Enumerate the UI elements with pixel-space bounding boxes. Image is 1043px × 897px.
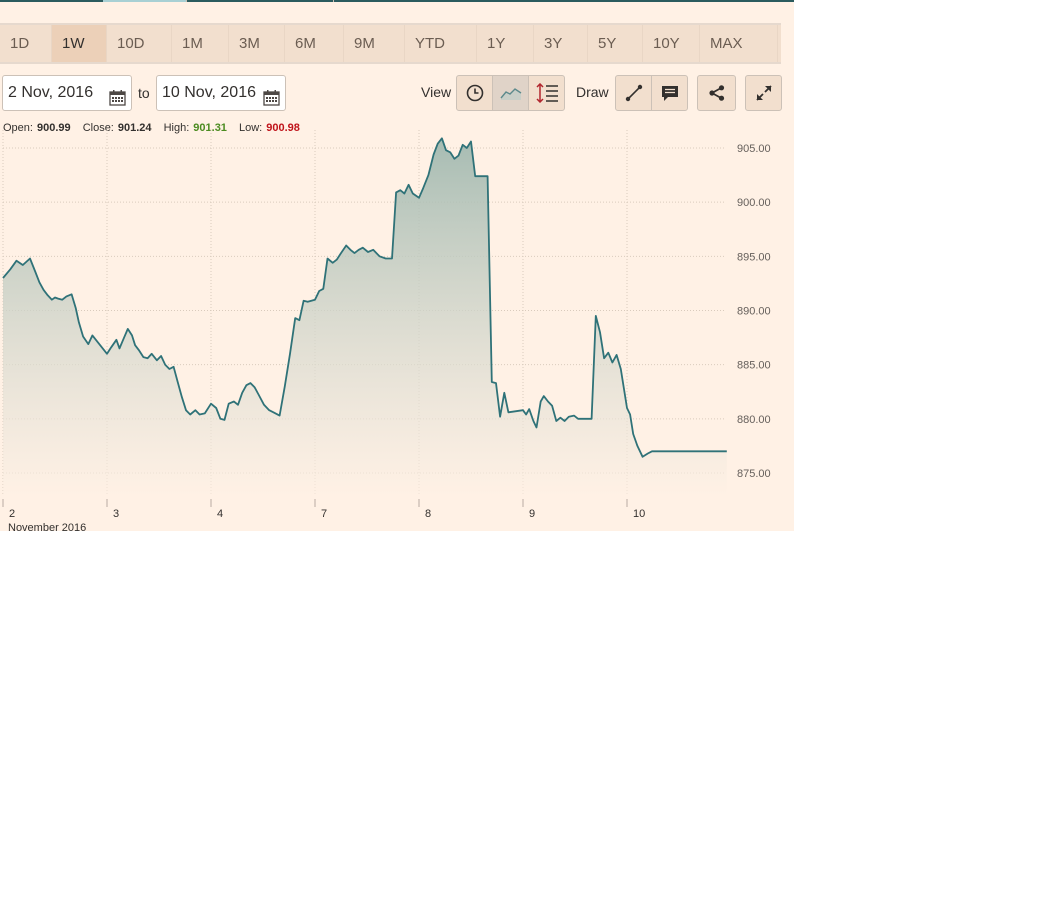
draw-line-icon[interactable] bbox=[616, 76, 652, 110]
draw-label: Draw bbox=[576, 84, 609, 100]
share-icon[interactable] bbox=[698, 76, 735, 110]
range-button-3m[interactable]: 3M bbox=[229, 25, 285, 62]
series-area bbox=[3, 138, 727, 497]
series-line bbox=[2, 137, 727, 458]
annotation-icon[interactable] bbox=[652, 76, 687, 110]
draw-button-group bbox=[615, 75, 688, 111]
date-to-input[interactable]: 10 Nov, 2016 bbox=[156, 75, 286, 111]
y-tick-label: 885.00 bbox=[737, 360, 771, 372]
high-value: 901.31 bbox=[193, 122, 227, 134]
range-button-10d[interactable]: 10D bbox=[107, 25, 172, 62]
y-tick-label: 875.00 bbox=[737, 468, 771, 480]
y-tick-label: 900.00 bbox=[737, 197, 771, 209]
fullscreen-button[interactable] bbox=[745, 75, 782, 111]
calendar-icon[interactable] bbox=[109, 85, 126, 119]
ohlc-readout: Open: 900.99 Close: 901.24 High: 901.31 Low… bbox=[3, 122, 309, 134]
range-button-5y[interactable]: 5Y bbox=[588, 25, 643, 62]
chart-panel: 1D 1W 10D 1M 3M 6M 9M YTD 1Y 3Y 5Y 10Y MAX 2 Nov, 20… bbox=[0, 0, 794, 531]
view-button-group bbox=[456, 75, 565, 111]
range-button-1w[interactable]: 1W bbox=[52, 25, 107, 62]
active-tab-indicator bbox=[103, 0, 186, 2]
top-tab-strip bbox=[0, 0, 794, 2]
close-value: 901.24 bbox=[117, 122, 152, 134]
range-button-9m[interactable]: 9M bbox=[344, 25, 405, 62]
date-from-value: 2 Nov, 2016 bbox=[8, 84, 94, 101]
close-label: Close: bbox=[82, 122, 114, 134]
range-button-max[interactable]: MAX bbox=[700, 25, 778, 62]
high-label: High: bbox=[163, 122, 190, 134]
calendar-icon[interactable] bbox=[263, 85, 280, 119]
x-tick-label: 3 bbox=[113, 508, 119, 520]
comparison-icon[interactable] bbox=[529, 76, 564, 110]
line-chart-icon[interactable] bbox=[493, 76, 529, 110]
expand-icon[interactable] bbox=[746, 76, 781, 110]
clock-icon[interactable] bbox=[457, 76, 493, 110]
x-tick-label: 2 bbox=[9, 508, 15, 520]
share-button[interactable] bbox=[697, 75, 736, 111]
x-tick-label: 8 bbox=[425, 508, 431, 520]
low-label: Low: bbox=[239, 122, 263, 134]
x-tick-label: 10 bbox=[633, 508, 645, 520]
y-tick-label: 895.00 bbox=[737, 251, 771, 263]
date-to-value: 10 Nov, 2016 bbox=[162, 84, 256, 101]
open-value: 900.99 bbox=[36, 122, 71, 134]
range-button-6m[interactable]: 6M bbox=[285, 25, 344, 62]
y-tick-label: 890.00 bbox=[737, 306, 771, 318]
range-button-1y[interactable]: 1Y bbox=[477, 25, 534, 62]
y-tick-label: 880.00 bbox=[737, 414, 771, 426]
range-selector: 1D 1W 10D 1M 3M 6M 9M YTD 1Y 3Y 5Y 10Y MAX bbox=[0, 23, 781, 64]
to-label: to bbox=[138, 85, 150, 101]
range-button-10y[interactable]: 10Y bbox=[643, 25, 700, 62]
range-button-1d[interactable]: 1D bbox=[0, 25, 52, 62]
x-tick-label: 9 bbox=[529, 508, 535, 520]
x-tick-label: 7 bbox=[321, 508, 327, 520]
view-label: View bbox=[421, 84, 452, 100]
x-tick-label: 4 bbox=[217, 508, 223, 520]
date-from-input[interactable]: 2 Nov, 2016 bbox=[2, 75, 132, 111]
y-tick-label: 905.00 bbox=[737, 143, 771, 155]
range-button-ytd[interactable]: YTD bbox=[405, 25, 477, 62]
price-chart[interactable]: 875.00 880.00 885.00 890.00 895.00 900.00 905.… bbox=[0, 130, 794, 531]
open-label: Open: bbox=[3, 122, 33, 134]
x-axis-month-label: November 2016 bbox=[8, 522, 86, 531]
range-button-3y[interactable]: 3Y bbox=[534, 25, 588, 62]
range-button-1m[interactable]: 1M bbox=[172, 25, 229, 62]
low-value: 900.98 bbox=[266, 122, 300, 134]
